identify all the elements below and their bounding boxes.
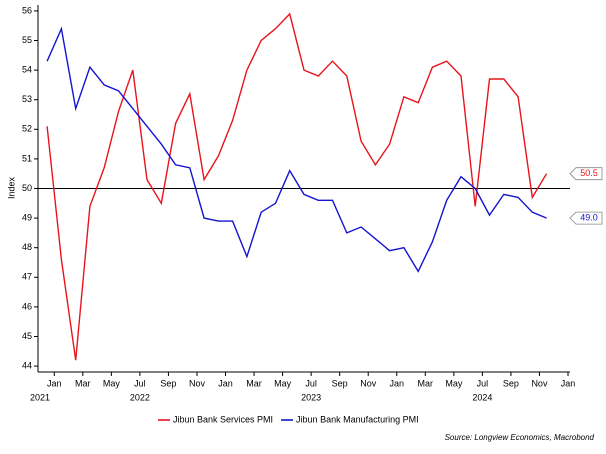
y-tick-label: 44 bbox=[22, 360, 32, 370]
source: Source: Longview Economics, Macrobond bbox=[445, 433, 595, 442]
series-line bbox=[46, 26, 547, 273]
x-tick-label: Jul bbox=[134, 378, 146, 388]
y-tick-label: 46 bbox=[22, 301, 32, 311]
x-tick-label: Sep bbox=[332, 378, 348, 388]
year-label: 2021 bbox=[30, 392, 50, 402]
x-tick-label: May bbox=[445, 378, 463, 388]
x-tick-label: May bbox=[274, 378, 292, 388]
year-label: 2022 bbox=[130, 392, 150, 402]
end-label-box bbox=[569, 211, 603, 225]
y-tick-label: 45 bbox=[22, 331, 32, 341]
x-tick-label: Jul bbox=[305, 378, 317, 388]
y-tick-label: 56 bbox=[22, 5, 32, 15]
y-tick-label: 54 bbox=[22, 64, 32, 74]
x-tick-label: Jul bbox=[477, 378, 489, 388]
y-tick-label: 48 bbox=[22, 242, 32, 252]
x-tick-label: Nov bbox=[189, 378, 206, 388]
x-tick-label: Jan bbox=[389, 378, 404, 388]
end-label-box bbox=[569, 167, 603, 181]
y-tick-label: 47 bbox=[22, 272, 32, 282]
x-tick-label: Jan bbox=[218, 378, 233, 388]
year-label: 2023 bbox=[301, 392, 321, 402]
x-tick-label: Jan bbox=[561, 378, 576, 388]
y-tick-label: 50 bbox=[22, 183, 32, 193]
y-tick-label: 53 bbox=[22, 94, 32, 104]
y-tick-label: 49 bbox=[22, 212, 32, 222]
y-tick-label: 55 bbox=[22, 35, 32, 45]
legend-label: Jibun Bank Services PMI bbox=[173, 414, 273, 424]
y-tick-label: 51 bbox=[22, 153, 32, 163]
x-tick-label: Nov bbox=[531, 378, 548, 388]
y-axis-label: Index bbox=[6, 176, 16, 199]
end-label: 49.0 bbox=[580, 212, 598, 222]
x-tick-label: Mar bbox=[75, 378, 91, 388]
x-tick-label: Sep bbox=[503, 378, 519, 388]
legend-label: Jibun Bank Manufacturing PMI bbox=[296, 414, 419, 424]
y-tick-label: 52 bbox=[22, 124, 32, 134]
x-tick-label: May bbox=[103, 378, 121, 388]
series-line bbox=[46, 12, 548, 361]
year-label: 2024 bbox=[472, 392, 492, 402]
end-label: 50.5 bbox=[580, 168, 598, 178]
x-tick-label: Sep bbox=[160, 378, 176, 388]
x-tick-label: Nov bbox=[360, 378, 377, 388]
x-tick-label: Jan bbox=[47, 378, 62, 388]
x-tick-label: Mar bbox=[418, 378, 434, 388]
x-tick-label: Mar bbox=[246, 378, 262, 388]
